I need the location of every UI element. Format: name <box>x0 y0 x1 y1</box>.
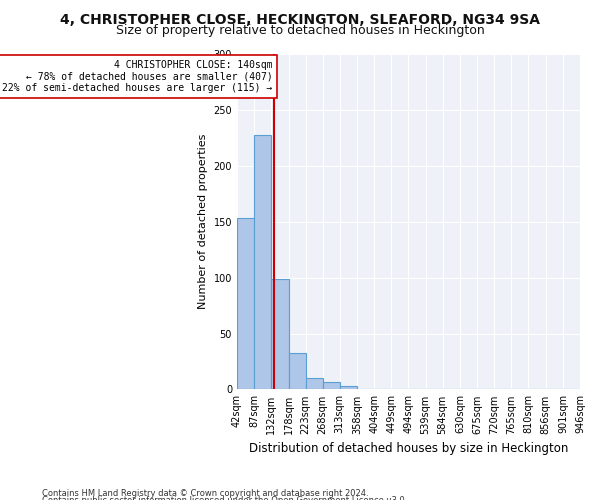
Y-axis label: Number of detached properties: Number of detached properties <box>198 134 208 310</box>
Bar <box>289 352 305 390</box>
Bar <box>237 218 254 390</box>
Bar <box>323 382 340 390</box>
Text: 4 CHRISTOPHER CLOSE: 140sqm
← 78% of detached houses are smaller (407)
22% of se: 4 CHRISTOPHER CLOSE: 140sqm ← 78% of det… <box>2 60 272 93</box>
Text: 4, CHRISTOPHER CLOSE, HECKINGTON, SLEAFORD, NG34 9SA: 4, CHRISTOPHER CLOSE, HECKINGTON, SLEAFO… <box>60 12 540 26</box>
Bar <box>340 386 357 390</box>
Text: Contains public sector information licensed under the Open Government Licence v3: Contains public sector information licen… <box>42 496 407 500</box>
Text: Size of property relative to detached houses in Heckington: Size of property relative to detached ho… <box>116 24 484 37</box>
Bar <box>305 378 323 390</box>
Text: Contains HM Land Registry data © Crown copyright and database right 2024.: Contains HM Land Registry data © Crown c… <box>42 488 368 498</box>
Bar <box>254 134 271 390</box>
Bar <box>271 278 289 390</box>
X-axis label: Distribution of detached houses by size in Heckington: Distribution of detached houses by size … <box>249 442 568 455</box>
